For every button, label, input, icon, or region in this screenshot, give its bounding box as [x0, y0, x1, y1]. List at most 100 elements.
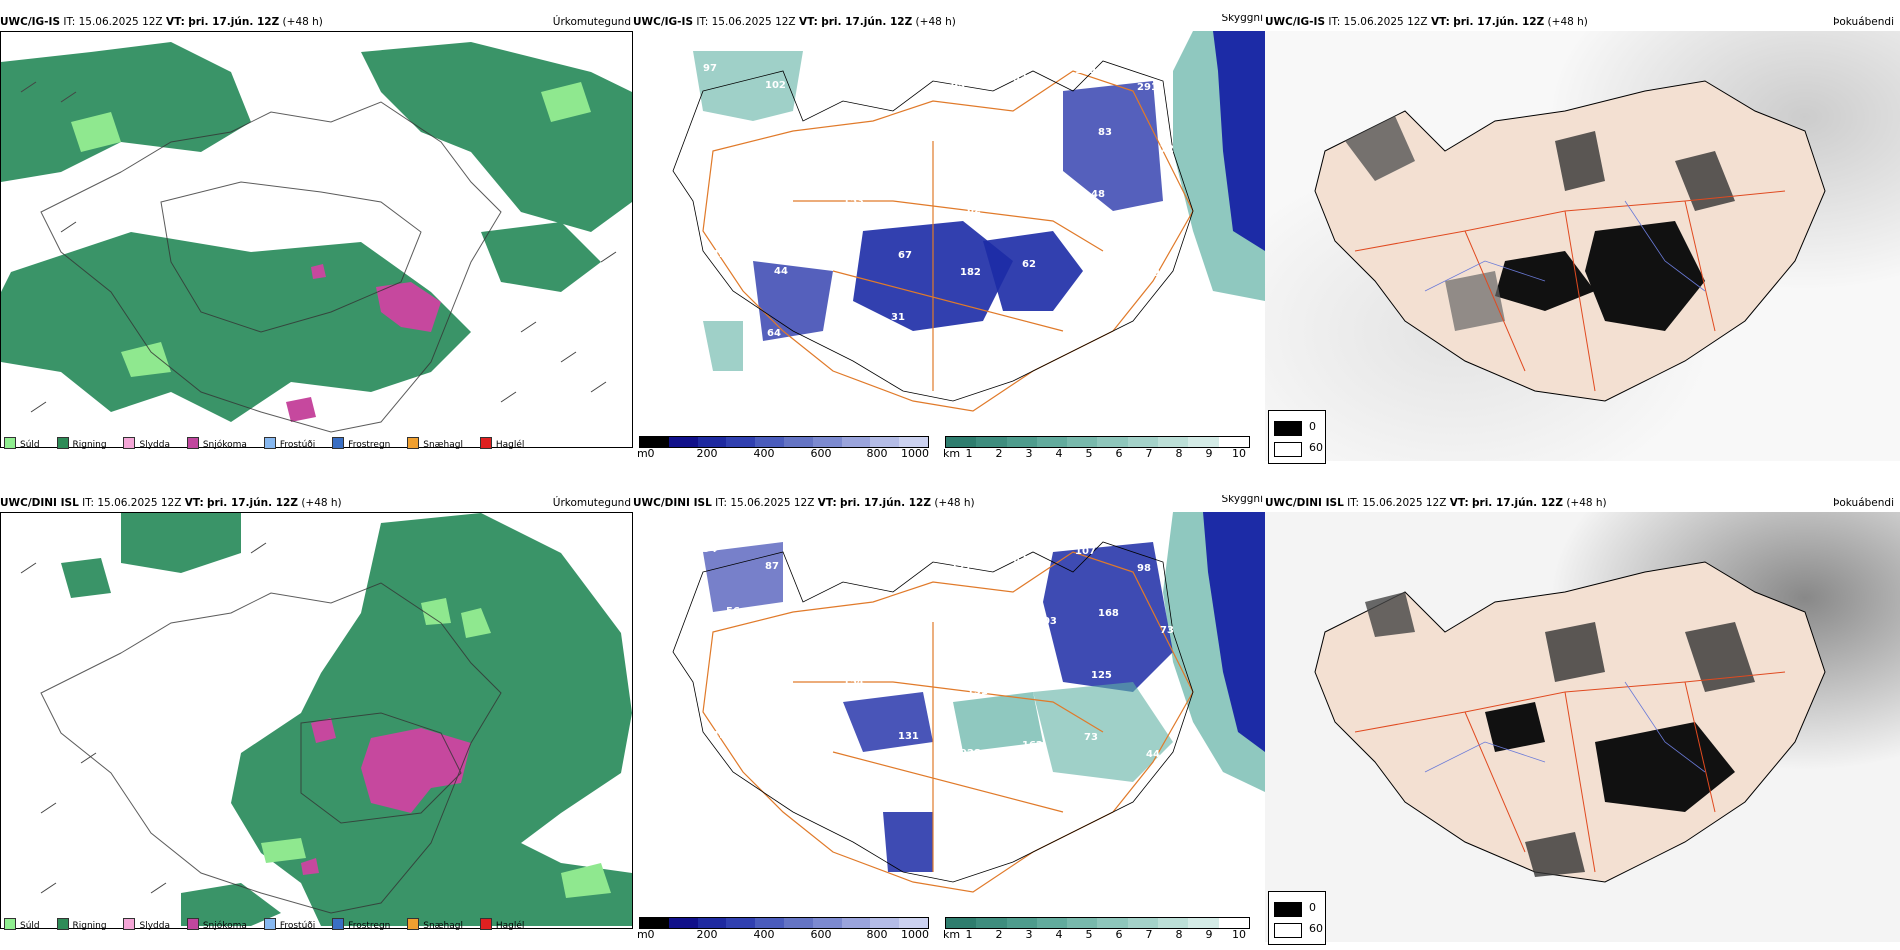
visibility-value-label: 49: [974, 624, 988, 635]
visibility-value-label: 238: [974, 143, 995, 154]
visibility-value-label: 455: [827, 553, 848, 564]
lead-time: (+48 h): [282, 16, 323, 28]
panel-header: UWC/IG-IS IT: 15.06.2025 12Z VT: þri. 17…: [633, 14, 1265, 30]
visibility-value-label: 87: [889, 545, 903, 556]
visibility-value-label: 127: [951, 562, 972, 573]
precip-map: [0, 512, 633, 929]
visibility-value-label: 143: [905, 188, 926, 199]
ceiling-colorbar: m 0 200 400 600 800 1000: [637, 917, 929, 945]
visibility-value-label: 71: [1139, 330, 1153, 341]
fog-map-graphic: [1265, 512, 1900, 942]
fog-panel-top: UWC/IG-IS IT: 15.06.2025 12Z VT: þri. 17…: [1265, 14, 1900, 464]
visibility-value-label: 94: [703, 544, 717, 555]
visibility-value-label: 39: [705, 792, 719, 803]
visibility-value-label: 131: [898, 731, 919, 742]
visibility-value-label: 56: [726, 606, 740, 617]
hail-swatch: [479, 437, 492, 449]
visibility-value-label: 103: [1036, 616, 1057, 627]
visibility-value-label: 305: [774, 747, 795, 758]
visibility-value-label: 31: [891, 312, 905, 323]
valid-time: þri. 17.jún. 12Z: [188, 16, 280, 28]
fog-legend-dark: [1274, 902, 1302, 917]
visibility-value-label: 81: [827, 72, 841, 83]
visibility-colorbar-scale: [945, 436, 1250, 448]
visibility-value-label: 62: [788, 623, 802, 634]
visibility-value-label: 107: [1075, 546, 1096, 557]
visibility-value-label: 131: [781, 685, 802, 696]
visibility-value-label: 76: [1036, 135, 1050, 146]
ceiling-colorbar: m 0 200 400 600 800 1000: [637, 436, 930, 464]
panel-header: UWC/IG-IS IT: 15.06.2025 12Z VT: þri. 17…: [0, 16, 631, 28]
visibility-value-label: 46: [953, 329, 967, 340]
visibility-value-label: 45: [1084, 251, 1098, 262]
visibility-value-label: 64: [767, 328, 781, 339]
visibility-value-label: 186: [788, 142, 809, 153]
visibility-value-label: 53: [1013, 73, 1027, 84]
fog-map: [1265, 31, 1900, 461]
drizzle-swatch: [4, 437, 16, 449]
visibility-value-label: 87: [765, 561, 779, 572]
panel-header: UWC/IG-IS IT: 15.06.2025 12Z VT: þri. 17…: [1265, 16, 1894, 28]
visibility-value-label: 62: [1022, 259, 1036, 270]
fog-legend-light: [1274, 442, 1302, 457]
visibility-value-label: 44: [774, 266, 788, 277]
model-label: UWC/IG-IS: [0, 16, 61, 28]
visibility-value-label: 160: [905, 669, 926, 680]
sleet-swatch: [123, 437, 136, 449]
panel-title: Skyggni: [1221, 14, 1264, 24]
panel-header: UWC/DINI ISL IT: 15.06.2025 12Z VT: þri.…: [0, 497, 631, 509]
visibility-value-label: 72: [1160, 144, 1174, 155]
visibility-value-label: 89: [829, 320, 843, 331]
visibility-value-label: 97: [703, 63, 717, 74]
visibility-value-label: 98: [1137, 563, 1151, 574]
panel-header: UWC/DINI ISL IT: 15.06.2025 12Z VT: þri.…: [1265, 497, 1894, 509]
visibility-value-label: 39: [1146, 268, 1160, 279]
visibility-value-label: 95: [951, 81, 965, 92]
visibility-ticks: 1 2 3 4 5 6 7 8 9 10: [965, 447, 1247, 460]
visibility-value-label: 67: [898, 250, 912, 261]
panel-title: Úrkomutegund: [552, 16, 631, 28]
visibility-value-label: 109: [726, 125, 747, 136]
ceiling-colorbar-scale: [639, 436, 929, 448]
visibility-value-label: 116: [1077, 313, 1098, 324]
visibility-value-label: 51: [836, 258, 850, 269]
visibility-value-label: 73: [1084, 732, 1098, 743]
visibility-value-label: 154: [843, 677, 864, 688]
panel-title: Þokuábendi: [1833, 16, 1894, 28]
visibility-value-label: 928: [960, 748, 981, 759]
snow-swatch: [186, 437, 199, 449]
snow-pellets-swatch: [407, 437, 420, 449]
visibility-map-graphic: 94 87 455 87 127 82 107 98 56 62 75 57 49 103 168 73 83 1…: [633, 512, 1265, 912]
visibility-value-label: 57: [912, 607, 926, 618]
visibility-value-label: 116: [781, 204, 802, 215]
visibility-value-label: 67: [719, 187, 733, 198]
precip-panel-bottom: UWC/DINI ISL IT: 15.06.2025 12Z VT: þri.…: [0, 495, 633, 945]
visibility-value-label: 153: [843, 196, 864, 207]
precip-map-graphic: [1, 513, 632, 926]
visibility-value-label: 108: [850, 134, 871, 145]
fog-legend: 0 60: [1268, 410, 1326, 464]
visibility-value-label: 82: [1013, 554, 1027, 565]
fog-panel-bottom: UWC/DINI ISL IT: 15.06.2025 12Z VT: þri.…: [1265, 495, 1900, 945]
visibility-panel-bottom: UWC/DINI ISL IT: 15.06.2025 12Z VT: þri.…: [633, 495, 1265, 945]
precip-legend: Súld Rigning Slydda Snjókoma Frostúði Fr…: [4, 917, 538, 935]
ceiling-ticks: 0 200 400 600 800 1000: [647, 447, 930, 460]
visibility-value-label: 94: [728, 373, 742, 384]
visibility-value-label: 102: [765, 80, 786, 91]
precip-map-graphic: [1, 32, 632, 445]
fog-map: [1265, 512, 1900, 942]
visibility-value-label: 48: [1091, 189, 1105, 200]
fog-map-graphic: [1265, 31, 1900, 461]
precip-panel-top: UWC/IG-IS IT: 15.06.2025 12Z VT: þri. 17…: [0, 14, 633, 464]
visibility-map: 97 102 81 116 95 53 119 291 109 186 108 127 238 76 83 7…: [633, 31, 1265, 431]
visibility-value-label: 119: [1075, 65, 1096, 76]
fog-legend: 0 60: [1268, 891, 1326, 945]
visibility-map: 94 87 455 87 127 82 107 98 56 62 75 57 49 103 168 73 83 1…: [633, 512, 1265, 912]
visibility-value-label: 44: [1146, 749, 1160, 760]
visibility-value-label: 116: [889, 64, 910, 75]
visibility-value-label: 168: [1098, 608, 1119, 619]
visibility-value-label: 75: [850, 615, 864, 626]
fog-legend-dark: [1274, 421, 1302, 436]
visibility-value-label: 36: [1153, 206, 1167, 217]
visibility-value-label: 49: [1029, 197, 1043, 208]
